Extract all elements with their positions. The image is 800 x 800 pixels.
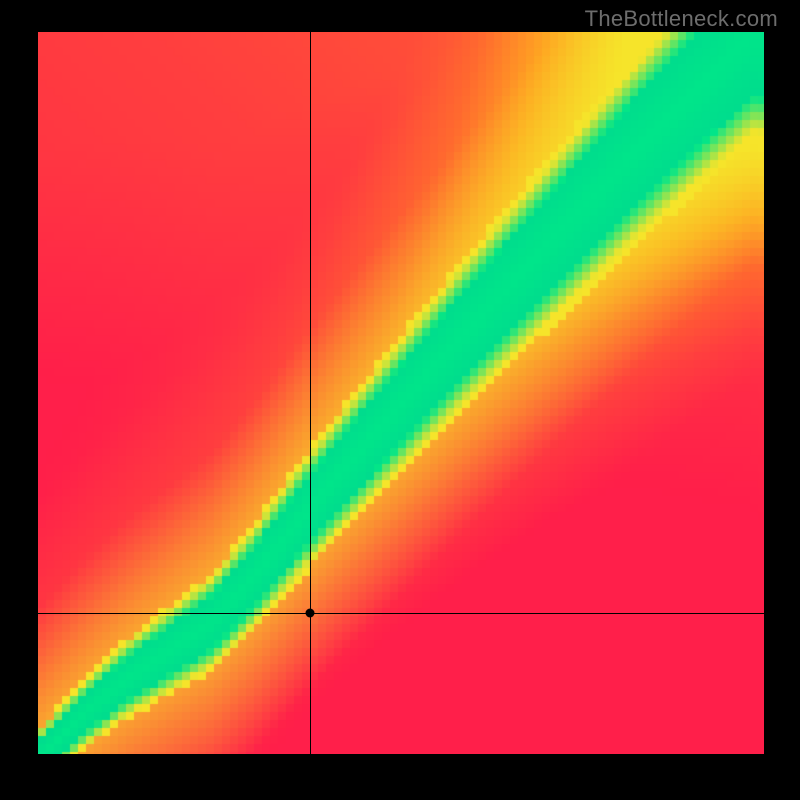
crosshair-vertical [310, 32, 311, 754]
plot-area [38, 32, 764, 754]
watermark-text: TheBottleneck.com [585, 6, 778, 32]
crosshair-horizontal [38, 613, 764, 614]
crosshair-marker [306, 609, 315, 618]
heatmap-canvas [38, 32, 764, 754]
chart-container: TheBottleneck.com [0, 0, 800, 800]
